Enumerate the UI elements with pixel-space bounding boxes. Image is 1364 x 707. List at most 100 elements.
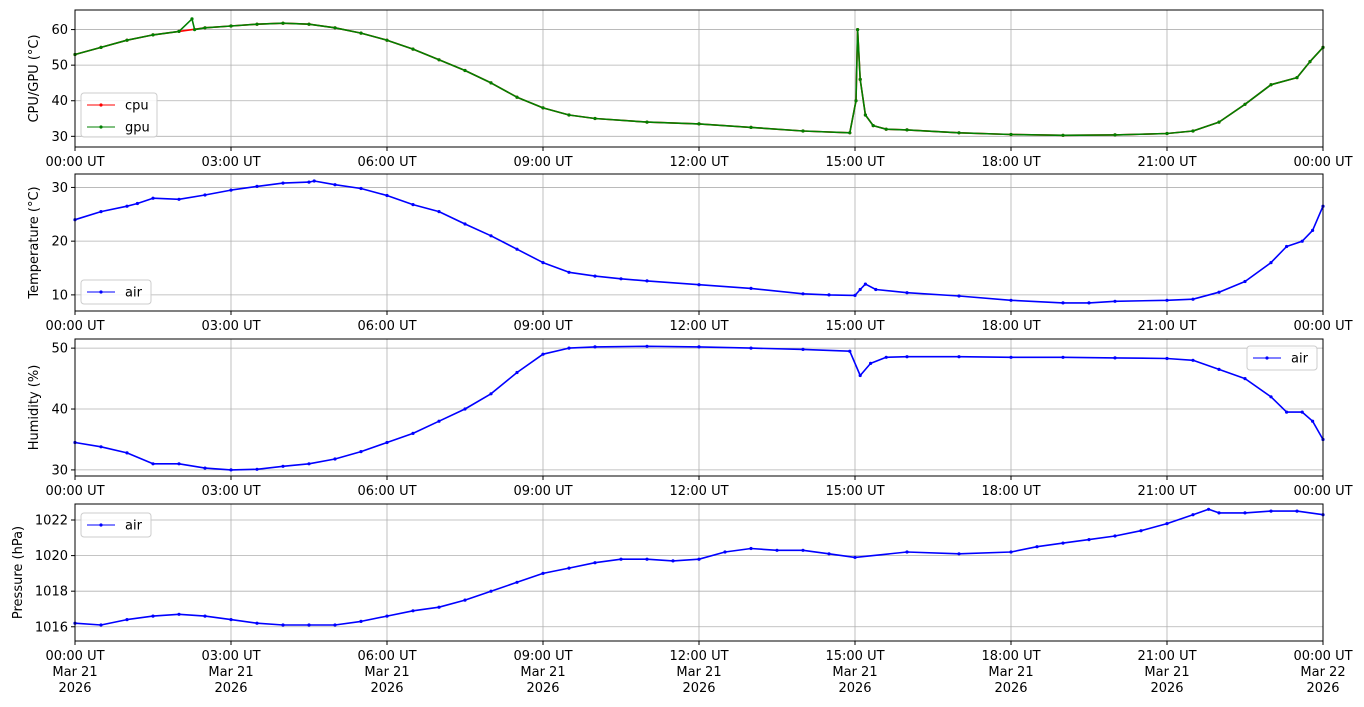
x-tick-label: 06:00 UT [357,319,416,334]
data-point-air [437,605,441,609]
data-point-air [1285,410,1289,414]
chart-panel-0: 30 40 50 60 00:00 UT 03:00 UT 06:00 UT 09:00 UT… [27,9,1353,170]
data-point-air [801,347,805,351]
x-tick-year: 2026 [994,681,1027,696]
data-point-gpu [848,131,852,135]
data-point-air [848,349,852,353]
x-tick-year: 2026 [682,681,715,696]
data-point-air [125,618,129,622]
data-point-gpu [281,21,285,25]
data-point-gpu [1308,60,1312,64]
data-point-air [619,557,623,561]
x-tick-label: 00:00 UT [1293,155,1352,170]
data-point-air [1285,244,1289,249]
data-point-air [281,623,285,627]
data-point-air [463,407,467,411]
data-point-air [255,184,259,188]
data-point-air [463,222,467,226]
data-point-air [858,373,862,378]
data-point-air [541,261,545,265]
data-point-air [1217,290,1221,294]
data-point-air [619,277,623,281]
x-tick-label: 00:00 UT [45,649,104,664]
x-tick-year: 2026 [370,681,403,696]
data-point-gpu [1061,133,1065,137]
x-tick-label: 06:00 UT [357,649,416,664]
data-point-air [567,270,571,274]
data-point-air [593,274,597,278]
data-point-air [749,546,753,551]
y-axis-label: Pressure (hPa) [11,526,26,619]
x-tick-label: 18:00 UT [981,319,1040,334]
data-point-gpu [593,116,597,121]
data-point-air [749,346,753,350]
x-tick-label: 09:00 UT [513,649,572,664]
x-tick-label: 21:00 UT [1137,319,1196,334]
data-point-air [853,555,857,560]
data-point-air [229,188,233,192]
x-tick-label: 12:00 UT [669,155,728,170]
data-point-air [1009,550,1013,554]
data-point-gpu [125,38,129,42]
data-point-gpu [1295,76,1299,80]
data-point-gpu [203,26,207,30]
data-point-gpu [871,124,875,128]
data-point-air [229,618,233,622]
data-point-air [1009,298,1013,302]
x-tick-label: 18:00 UT [981,155,1040,170]
data-point-air [1243,377,1247,381]
series-line-air [74,180,1324,304]
x-tick-date: Mar 21 [832,665,877,680]
x-tick-label: 00:00 UT [45,155,104,170]
data-point-air [645,279,649,283]
data-point-air [177,197,181,201]
x-tick-year: 2026 [214,681,247,696]
data-point-air [1269,395,1273,399]
data-point-gpu [1165,131,1169,136]
chart-panel-1: 10 20 30 00:00 UT 03:00 UT 06:00 UT 09:00 UT 12… [27,173,1353,334]
y-tick-label: 30 [51,181,68,196]
data-point-gpu [1243,102,1247,106]
data-point-air [1165,356,1169,361]
data-point-air [884,355,888,359]
x-tick-date: Mar 22 [1300,665,1345,680]
x-tick-label: 18:00 UT [981,649,1040,664]
data-point-air [1217,511,1221,515]
data-point-gpu [854,99,858,103]
data-point-air [1061,301,1065,305]
data-point-air [1269,261,1273,265]
data-point-air [853,293,857,297]
y-tick-label: 40 [51,403,68,418]
data-point-air [307,180,311,184]
data-point-air [99,445,103,449]
y-axis-label: Humidity (%) [27,365,42,451]
data-point-air [1113,356,1117,360]
data-point-air [645,557,649,561]
data-point-gpu [645,120,649,124]
x-tick-label: 09:00 UT [513,319,572,334]
x-tick-label: 09:00 UT [513,155,572,170]
data-point-air [437,210,441,214]
data-point-air [515,247,519,251]
data-point-gpu [515,95,519,99]
data-point-air [858,287,862,292]
data-point-air [437,419,441,423]
data-point-air [1207,507,1211,511]
x-tick-label: 15:00 UT [825,155,884,170]
x-tick-date: Mar 21 [208,665,253,680]
data-point-gpu [190,17,194,21]
x-tick-label: 00:00 UT [45,319,104,334]
y-tick-label: 10 [51,288,68,303]
legend-marker-air [99,523,103,527]
data-point-gpu [749,125,753,129]
data-point-gpu [307,22,311,26]
data-point-air [1191,297,1195,301]
x-tick-label: 21:00 UT [1137,155,1196,170]
data-point-air [905,291,909,295]
x-tick-label: 06:00 UT [357,155,416,170]
x-tick-label: 12:00 UT [669,649,728,664]
data-point-air [1113,534,1117,538]
data-point-air [645,344,649,348]
legend-box [80,512,152,538]
data-point-air [1009,355,1013,359]
